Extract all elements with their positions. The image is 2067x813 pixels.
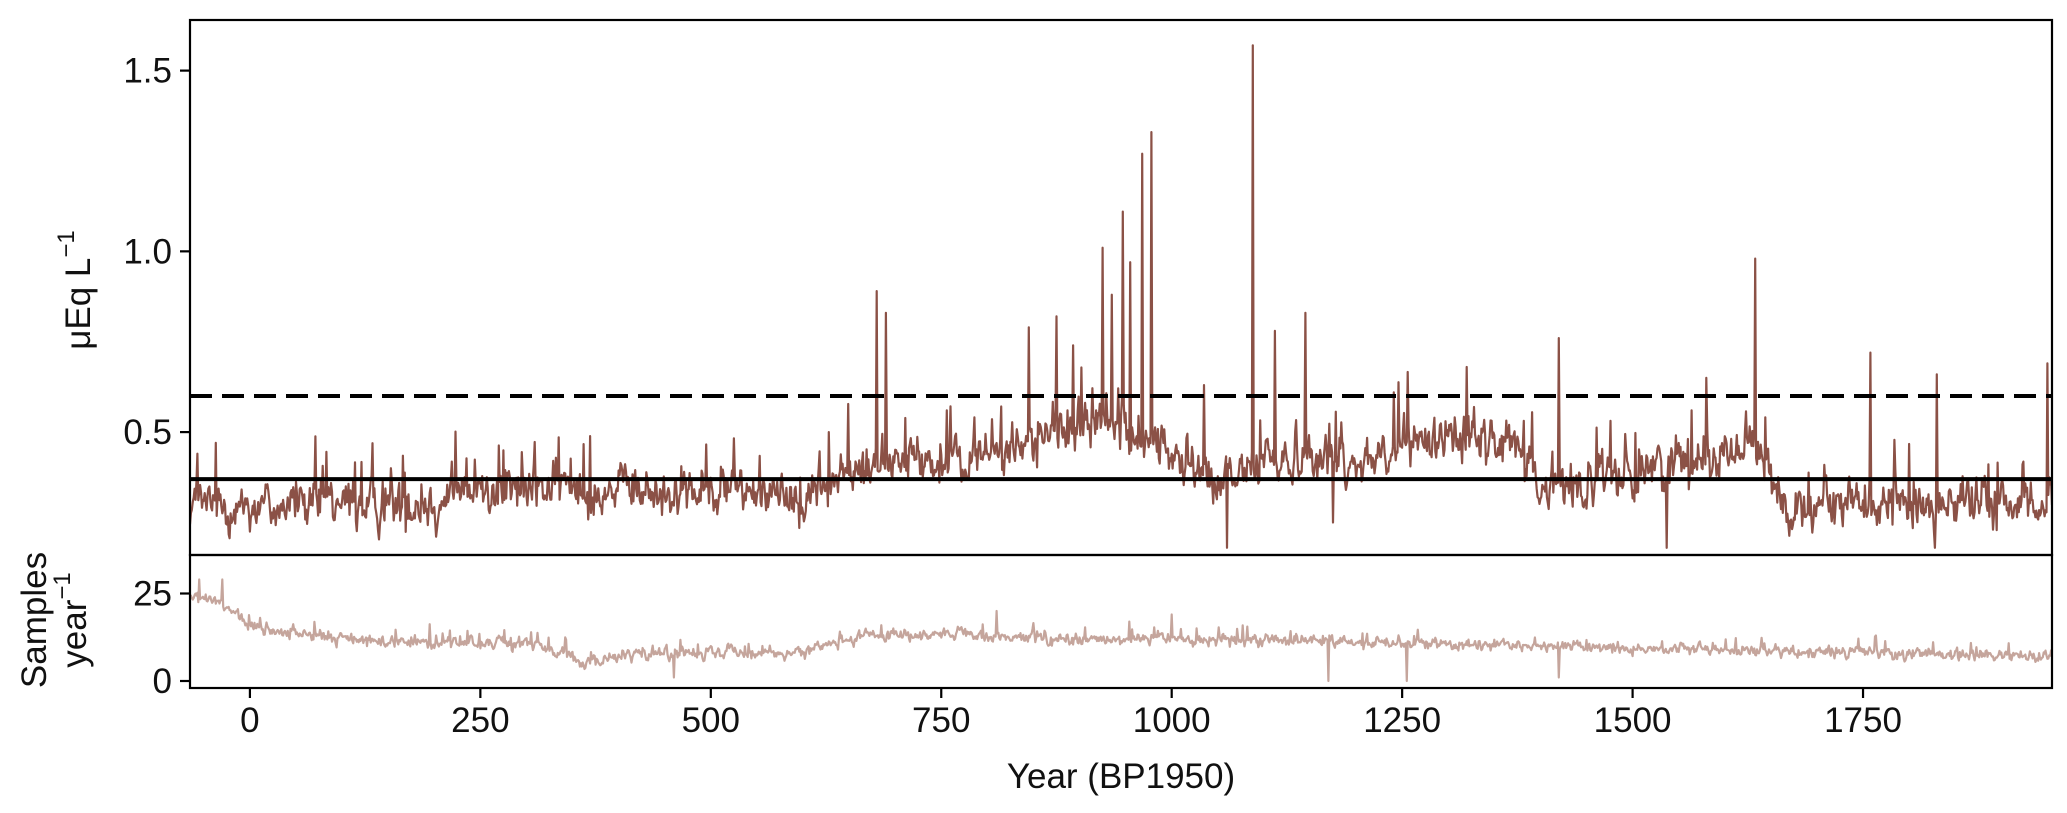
lower-y-axis: 0 25 bbox=[133, 575, 190, 701]
lower-y-tick-label: 25 bbox=[133, 575, 172, 614]
upper-y-axis-label-main: μEq L bbox=[59, 258, 98, 350]
x-tick-label: 250 bbox=[451, 701, 509, 740]
x-tick-label: 1250 bbox=[1363, 701, 1441, 740]
lower-y-axis-label-exponent: −1 bbox=[49, 572, 76, 599]
x-tick-label: 750 bbox=[912, 701, 970, 740]
x-tick-label: 1500 bbox=[1594, 701, 1672, 740]
upper-y-axis-label: μEq L−1 bbox=[53, 230, 98, 350]
x-tick-label: 500 bbox=[682, 701, 740, 740]
upper-y-tick-label: 0.5 bbox=[123, 413, 172, 452]
lower-y-axis-label-line2-main: year bbox=[55, 599, 94, 667]
x-axis-label: Year (BP1950) bbox=[1007, 757, 1235, 796]
upper-panel: 0.5 1.0 1.5 μEq L−1 bbox=[53, 18, 2054, 557]
x-tick-label: 0 bbox=[240, 701, 259, 740]
lower-series-line bbox=[190, 578, 2052, 683]
upper-y-axis: 0.5 1.0 1.5 bbox=[123, 52, 190, 452]
upper-y-tick-label: 1.0 bbox=[123, 232, 172, 271]
lower-series-layer bbox=[190, 578, 2052, 683]
upper-y-tick-label: 1.5 bbox=[123, 52, 172, 91]
lower-panel: 0 25 0 250 500 750 1000 1250 1500 1750 Samples y… bbox=[15, 552, 2054, 796]
x-axis: 0 250 500 750 1000 1250 1500 1750 bbox=[240, 688, 1902, 740]
lower-y-axis-label-line2: year−1 bbox=[49, 572, 94, 667]
lower-plot-frame bbox=[188, 553, 2054, 690]
upper-y-axis-label-exponent: −1 bbox=[53, 230, 80, 257]
lower-y-tick-label: 0 bbox=[153, 662, 172, 701]
x-tick-label: 1000 bbox=[1133, 701, 1211, 740]
lower-y-axis-label-line1: Samples bbox=[15, 552, 54, 688]
x-tick-label: 1750 bbox=[1824, 701, 1902, 740]
